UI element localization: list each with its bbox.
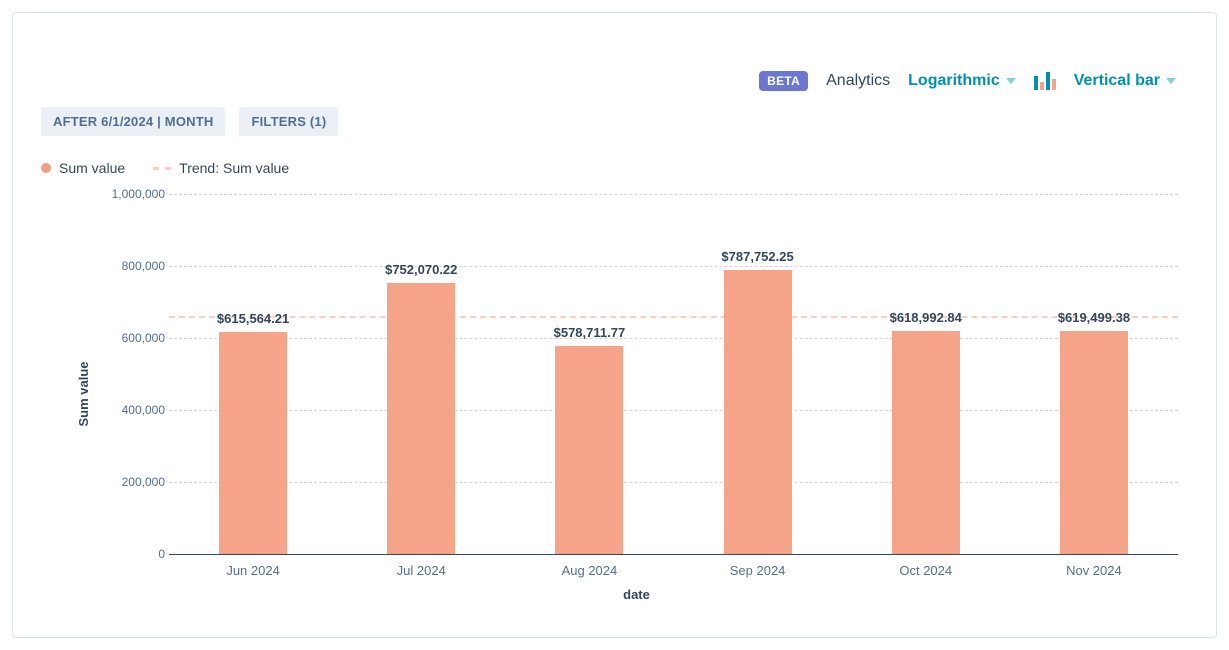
chevron-down-icon <box>1006 78 1016 84</box>
x-axis-baseline <box>169 554 1178 555</box>
scale-dropdown[interactable]: Logarithmic <box>908 72 1016 90</box>
bar-rect <box>1060 331 1128 554</box>
legend-item-series[interactable]: Sum value <box>41 160 125 176</box>
x-tick-label: Jul 2024 <box>397 563 446 578</box>
chart-type-dropdown-label: Vertical bar <box>1074 72 1160 90</box>
y-tick-label: 800,000 <box>95 259 165 273</box>
beta-badge: BETA <box>759 71 808 91</box>
x-tick-label: Jun 2024 <box>226 563 280 578</box>
bar-rect <box>892 331 960 554</box>
y-tick-label: 200,000 <box>95 475 165 489</box>
bar[interactable]: $787,752.25 <box>718 249 798 554</box>
y-tick-label: 0 <box>95 547 165 561</box>
x-tick-label: Oct 2024 <box>899 563 952 578</box>
bar-value-label: $615,564.21 <box>217 311 289 326</box>
bar-value-label: $618,992.84 <box>890 310 962 325</box>
bar-value-label: $787,752.25 <box>721 249 793 264</box>
y-tick-label: 1,000,000 <box>95 187 165 201</box>
bar-value-label: $578,711.77 <box>554 325 626 340</box>
bar[interactable]: $578,711.77 <box>549 325 629 554</box>
chevron-down-icon <box>1166 78 1176 84</box>
gridline <box>169 338 1178 339</box>
bar-chart-icon <box>1034 72 1056 90</box>
y-axis-label: Sum value <box>76 361 91 426</box>
analytics-label: Analytics <box>826 72 890 90</box>
bar-value-label: $752,070.22 <box>385 262 457 277</box>
legend-item-trend[interactable]: Trend: Sum value <box>153 160 289 176</box>
bar[interactable]: $752,070.22 <box>381 262 461 554</box>
bar-rect <box>555 346 623 554</box>
card-toolbar: BETA Analytics Logarithmic Vertical bar <box>759 71 1176 91</box>
trend-line <box>169 316 1178 318</box>
gridline <box>169 194 1178 195</box>
bar-rect <box>219 332 287 554</box>
legend-dot-icon <box>41 163 51 173</box>
scale-dropdown-label: Logarithmic <box>908 72 1000 90</box>
chart-type-dropdown[interactable]: Vertical bar <box>1074 72 1176 90</box>
legend-dash-icon <box>153 167 171 170</box>
filter-chip-row: AFTER 6/1/2024 | MONTH FILTERS (1) <box>41 107 1188 136</box>
bar[interactable]: $615,564.21 <box>213 311 293 554</box>
bar-rect <box>724 270 792 554</box>
analytics-card: BETA Analytics Logarithmic Vertical bar … <box>12 12 1217 638</box>
date-range-chip[interactable]: AFTER 6/1/2024 | MONTH <box>41 107 225 136</box>
bar[interactable]: $618,992.84 <box>886 310 966 554</box>
chart-legend: Sum value Trend: Sum value <box>41 160 1188 176</box>
gridline <box>169 482 1178 483</box>
x-tick-label: Nov 2024 <box>1066 563 1122 578</box>
x-axis-label: date <box>623 587 650 602</box>
plot-area: $615,564.21 $752,070.22 $578,711.77 $787,75… <box>169 194 1178 554</box>
chart-area: Sum value $615,564.21$752,070.22$578,711… <box>85 194 1188 594</box>
gridline <box>169 266 1178 267</box>
bar[interactable]: $619,499.38 <box>1054 310 1134 554</box>
y-tick-label: 600,000 <box>95 331 165 345</box>
gridline <box>169 410 1178 411</box>
legend-trend-label: Trend: Sum value <box>179 160 289 176</box>
bar-value-label: $619,499.38 <box>1058 310 1130 325</box>
y-tick-label: 400,000 <box>95 403 165 417</box>
x-tick-label: Aug 2024 <box>562 563 618 578</box>
x-tick-label: Sep 2024 <box>730 563 786 578</box>
legend-series-label: Sum value <box>59 160 125 176</box>
bar-rect <box>387 283 455 554</box>
filters-chip[interactable]: FILTERS (1) <box>239 107 338 136</box>
